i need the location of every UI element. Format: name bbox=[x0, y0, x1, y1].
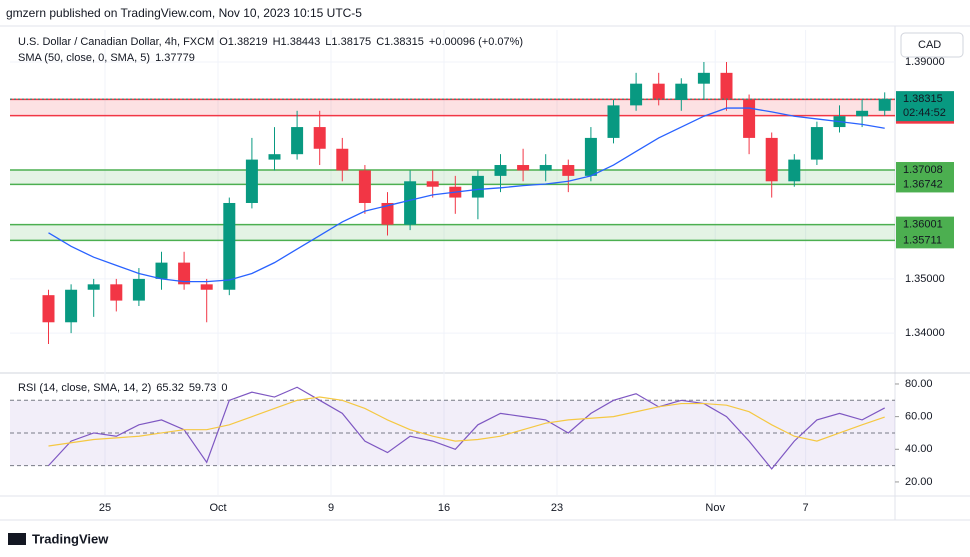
price-label-box bbox=[896, 216, 954, 233]
candle-body bbox=[539, 165, 552, 171]
x-tick-label: 25 bbox=[99, 502, 111, 514]
zone bbox=[10, 224, 895, 241]
chart-title: U.S. Dollar / Canadian Dollar, 4h, FXCM bbox=[18, 36, 214, 48]
candle-body bbox=[426, 181, 439, 187]
x-tick-label: 9 bbox=[328, 502, 334, 514]
countdown: 02:44:52 bbox=[903, 107, 946, 119]
candle-body bbox=[517, 165, 530, 171]
y-tick-label: 40.00 bbox=[905, 443, 933, 455]
rsi-value: 59.73 bbox=[189, 382, 217, 394]
change: +0.00096 (+0.07%) bbox=[429, 36, 523, 48]
candle-body bbox=[675, 83, 688, 100]
price-label-box bbox=[896, 162, 954, 179]
candle-body bbox=[87, 284, 100, 290]
ohlc-label: O1.38219 bbox=[219, 36, 267, 48]
candle-body bbox=[42, 295, 55, 323]
x-tick-label: 23 bbox=[551, 502, 563, 514]
y-tick-label: 1.34000 bbox=[905, 327, 945, 339]
candle-body bbox=[697, 72, 710, 84]
candle-body bbox=[178, 262, 191, 285]
candle-body bbox=[788, 159, 801, 182]
price-label-box bbox=[896, 176, 954, 193]
candle-body bbox=[268, 154, 281, 160]
y-tick-label: 1.39000 bbox=[905, 56, 945, 68]
candle-body bbox=[65, 289, 78, 323]
zone bbox=[10, 170, 895, 185]
candle-body bbox=[471, 175, 484, 198]
currency[interactable]: CAD bbox=[918, 39, 941, 51]
candle-body bbox=[245, 159, 258, 203]
price-label: 1.36742 bbox=[903, 178, 943, 190]
y-tick-label: 20.00 bbox=[905, 476, 933, 488]
candle-body bbox=[584, 137, 597, 176]
last-price-box bbox=[896, 91, 954, 122]
ohlc-label: C1.38315 bbox=[376, 36, 424, 48]
currency-button[interactable] bbox=[900, 32, 964, 58]
candle-body bbox=[291, 127, 304, 155]
price-pane bbox=[10, 61, 895, 344]
candle-body bbox=[607, 105, 620, 138]
candle-body bbox=[494, 165, 507, 176]
sma-value: 1.37779 bbox=[155, 52, 195, 64]
rsi-title: RSI (14, close, SMA, 14, 2) bbox=[18, 382, 151, 394]
rsi-line bbox=[48, 386, 885, 470]
candle-body bbox=[223, 202, 236, 290]
candle-body bbox=[810, 127, 823, 160]
candle-body bbox=[200, 284, 213, 290]
ohlc-label: H1.38443 bbox=[273, 36, 321, 48]
price-label: 1.37008 bbox=[903, 164, 943, 176]
rsi-pane bbox=[10, 386, 895, 470]
candle-body bbox=[110, 284, 123, 301]
y-tick-label: 60.00 bbox=[905, 411, 933, 423]
candle-body bbox=[132, 278, 145, 301]
candle-body bbox=[743, 99, 756, 138]
y-tick-label: 80.00 bbox=[905, 378, 933, 390]
rsi-value: 65.32 bbox=[156, 382, 184, 394]
publisher: gmzern published on TradingView.com, Nov… bbox=[6, 6, 362, 20]
candle-body bbox=[878, 99, 891, 111]
candle-body bbox=[630, 83, 643, 106]
price-label: 1.36001 bbox=[903, 219, 943, 231]
candle-body bbox=[336, 148, 349, 171]
candle-body bbox=[652, 83, 665, 100]
x-tick-label: 7 bbox=[803, 502, 809, 514]
x-tick-label: Nov bbox=[705, 502, 725, 514]
rsi-extra: 0 bbox=[221, 382, 227, 394]
candle-body bbox=[381, 202, 394, 225]
price-label: 1.35711 bbox=[903, 234, 942, 246]
candle-body bbox=[856, 110, 869, 117]
candle-body bbox=[720, 72, 733, 100]
candle-body bbox=[404, 181, 417, 225]
sma-line bbox=[48, 107, 885, 283]
brand: TradingView bbox=[32, 531, 109, 546]
zone bbox=[10, 99, 895, 116]
x-tick-label: 16 bbox=[438, 502, 450, 514]
candle-body bbox=[562, 165, 575, 176]
sma-legend: SMA (50, close, 0, SMA, 5) bbox=[18, 52, 150, 64]
candle-body bbox=[313, 127, 326, 149]
candle-body bbox=[155, 262, 168, 279]
price-label-box bbox=[896, 232, 954, 249]
x-tick-label: Oct bbox=[209, 502, 226, 514]
ohlc-label: L1.38175 bbox=[325, 36, 371, 48]
logo-icon bbox=[8, 533, 26, 545]
y-tick-label: 1.35000 bbox=[905, 273, 945, 285]
last-price: 1.38315 bbox=[903, 93, 943, 105]
rsi-line bbox=[48, 396, 885, 447]
candle-body bbox=[358, 170, 371, 203]
candle-body bbox=[765, 137, 778, 182]
